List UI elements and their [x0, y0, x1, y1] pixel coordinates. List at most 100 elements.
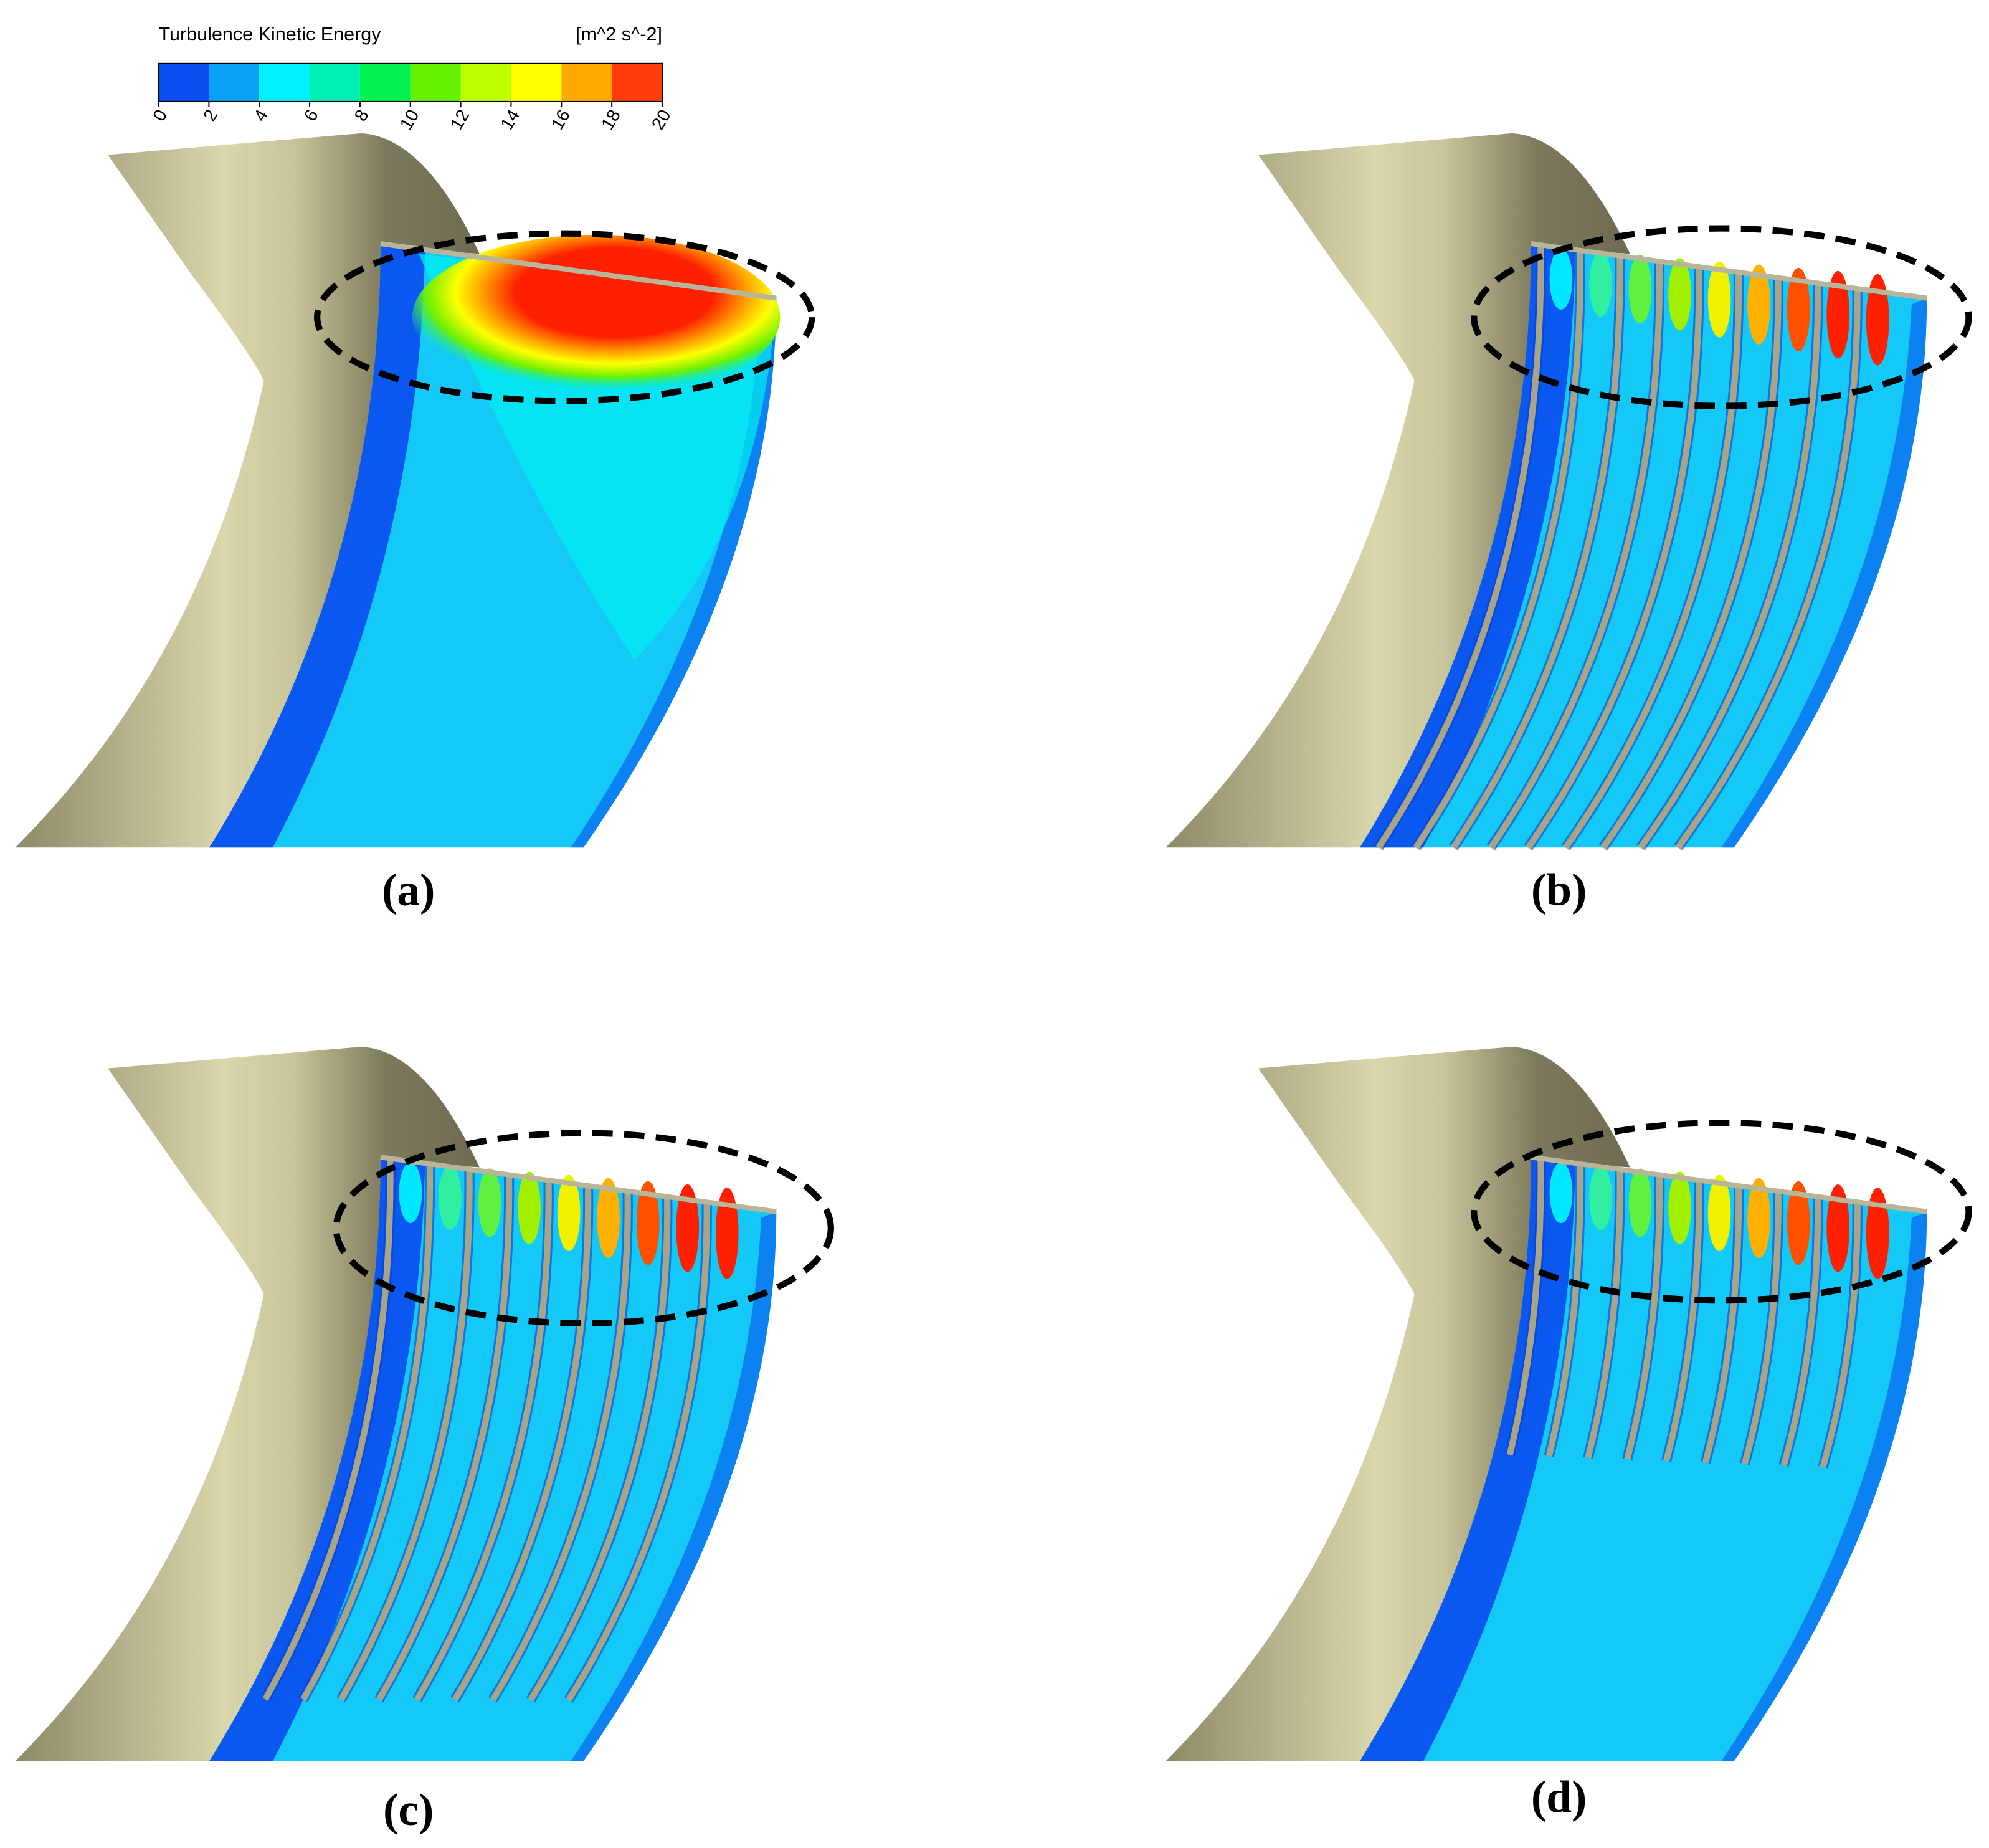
colorbar-swatch	[158, 63, 209, 102]
splitter	[1780, 1195, 1821, 1467]
slot-hot-spot	[518, 1171, 541, 1244]
colorbar-swatch	[561, 63, 612, 102]
colorbar-tick-label: 18	[597, 106, 625, 133]
slot-hot-spot	[1826, 1184, 1850, 1272]
colorbar-swatch	[209, 63, 260, 102]
colorbar-tick-label: 0	[150, 106, 172, 125]
panel-label: (b)	[1531, 864, 1587, 915]
blade-low-band	[1359, 1157, 1576, 1761]
splitter	[528, 1195, 671, 1702]
high-tke-zone	[412, 234, 781, 400]
splitter	[1663, 1179, 1702, 1462]
splitter	[1820, 1200, 1861, 1469]
splitter	[1624, 1174, 1663, 1460]
splitter	[1600, 276, 1782, 850]
splitter	[1375, 246, 1544, 850]
slot-hot-spot	[1866, 274, 1889, 366]
splitter	[1526, 266, 1702, 850]
splitter	[1585, 1169, 1623, 1459]
colorbar-swatch	[259, 63, 310, 102]
panel: (c)	[15, 1047, 834, 1835]
colorbar-tick-label: 10	[396, 106, 424, 133]
colorbar-tick-label: 14	[497, 106, 525, 133]
slot-hot-spot	[1826, 270, 1850, 359]
splitter	[338, 1169, 473, 1702]
colorbar-swatch	[410, 63, 461, 102]
shroud-edge	[380, 1155, 777, 1214]
highlight-ellipse	[333, 1130, 834, 1327]
hub	[15, 1047, 480, 1761]
colorbar-tick-label: 20	[648, 106, 675, 133]
splitter	[1741, 1190, 1782, 1465]
splitter	[566, 1200, 710, 1702]
hub	[1165, 1047, 1630, 1761]
splitter	[414, 1179, 552, 1702]
splitter	[490, 1190, 631, 1702]
slot-hot-spot	[1787, 267, 1810, 352]
slot-hot-spot	[1549, 1162, 1573, 1224]
splitter	[262, 1160, 394, 1701]
colorbar-tick-label: 6	[300, 106, 323, 125]
blade-low-band	[209, 244, 425, 848]
splitter	[1488, 261, 1663, 850]
colorbar-swatch	[460, 63, 511, 102]
hub	[1165, 133, 1630, 848]
slot-hot-spot	[1549, 249, 1573, 310]
slot-hot-spot	[715, 1188, 739, 1279]
splitter	[1638, 282, 1821, 850]
shroud-edge	[380, 241, 777, 301]
blade-surface	[1359, 1157, 1927, 1761]
splitter	[1413, 251, 1583, 850]
splitter	[376, 1174, 513, 1702]
splitter	[452, 1184, 592, 1702]
splitter	[1675, 287, 1861, 850]
colorbar: Turbulence Kinetic Energy [m^2 s^-2] 0 2 4…	[150, 24, 675, 133]
panel-label: (c)	[383, 1784, 434, 1835]
splitter	[1450, 256, 1623, 850]
panel: (a)	[15, 133, 815, 915]
slot-hot-spot	[1787, 1181, 1810, 1265]
colorbar-tick-label: 2	[199, 106, 222, 125]
panel-label: (d)	[1531, 1771, 1587, 1822]
splitter	[1702, 1184, 1742, 1464]
slot-hot-spot	[597, 1178, 620, 1259]
splitter	[1545, 1165, 1584, 1457]
slot-hot-spot	[439, 1165, 462, 1231]
slot-hot-spot	[1668, 258, 1691, 331]
highlight-ellipse	[1471, 1120, 1972, 1304]
slot-hot-spot	[1707, 261, 1731, 338]
slot-hot-spot	[399, 1162, 422, 1224]
slot-hot-spot	[636, 1181, 660, 1265]
slot-hot-spot	[1747, 264, 1770, 345]
colorbar-tick-label: 8	[351, 106, 373, 125]
splitter	[1506, 1160, 1544, 1456]
slot-hot-spot	[1628, 1168, 1652, 1237]
panel: (d)	[1165, 1047, 1972, 1822]
colorbar-tick-label: 4	[250, 106, 272, 125]
slot-hot-spot	[478, 1168, 501, 1237]
slot-hot-spot	[1866, 1188, 1889, 1279]
panel-label: (a)	[382, 864, 435, 915]
shroud-edge	[1531, 241, 1927, 301]
slot-hot-spot	[1589, 1165, 1612, 1231]
hub	[15, 133, 480, 848]
slot-hot-spot	[1707, 1174, 1731, 1251]
highlight-ellipse	[1471, 225, 1972, 409]
panel: (b)	[1165, 133, 1972, 915]
splitter	[300, 1165, 434, 1701]
slot-hot-spot	[1747, 1178, 1770, 1259]
colorbar-tick-label: 16	[547, 106, 574, 133]
colorbar-swatch	[612, 63, 662, 102]
blade-low-band	[209, 1157, 425, 1761]
slot-hot-spot	[557, 1174, 581, 1251]
blade-low-band	[1359, 244, 1576, 848]
slot-hot-spot	[676, 1184, 700, 1272]
shroud-edge	[1531, 1155, 1927, 1214]
colorbar-tick-label: 12	[447, 106, 474, 133]
colorbar-title: Turbulence Kinetic Energy	[159, 24, 382, 45]
highlight-ellipse	[313, 230, 815, 404]
slot-hot-spot	[1589, 252, 1612, 317]
colorbar-swatch	[310, 63, 360, 102]
